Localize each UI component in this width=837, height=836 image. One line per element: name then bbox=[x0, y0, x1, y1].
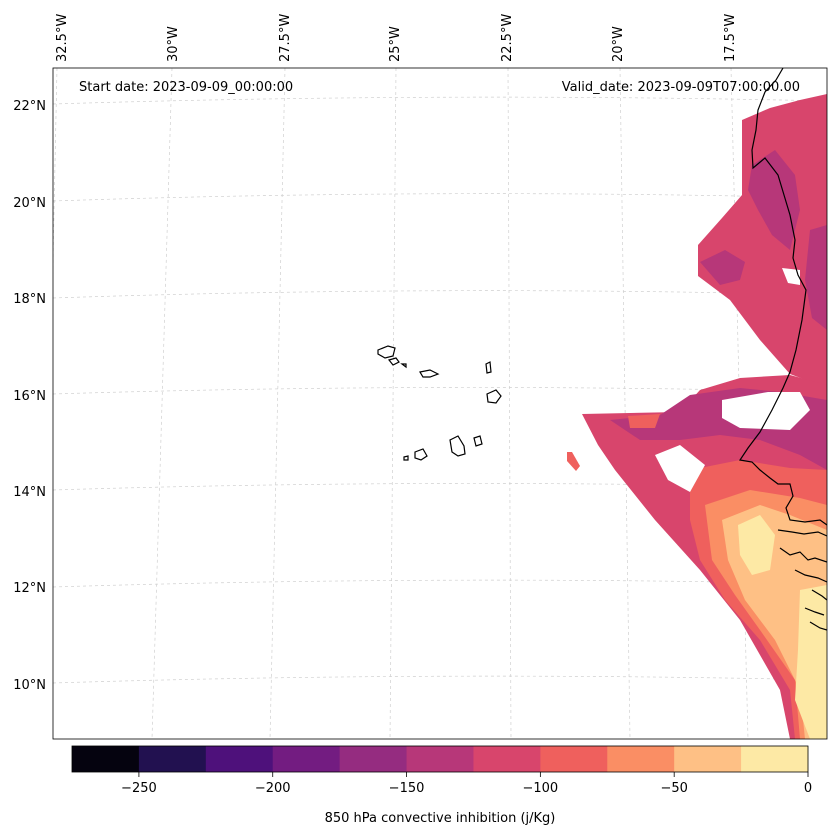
lon-label-25w: 25°W bbox=[388, 26, 403, 62]
meridian-30w bbox=[151, 68, 173, 739]
colorbar-tick-label: −200 bbox=[255, 781, 291, 796]
lat-label-16n: 16°N bbox=[13, 389, 46, 404]
colorbar-label: 850 hPa convective inhibition (j/Kg) bbox=[325, 811, 556, 826]
cape-verde-boa-vista bbox=[486, 389, 502, 404]
africa-coast bbox=[738, 68, 827, 526]
contour-north-band bbox=[698, 94, 827, 388]
lon-label-22.5w: 22.5°W bbox=[500, 14, 515, 62]
parallel-16n bbox=[53, 387, 827, 395]
cape-verde-sao-vicente bbox=[387, 357, 400, 366]
parallel-18n bbox=[53, 290, 827, 299]
contour-north-purple-1 bbox=[748, 150, 800, 250]
colorbar-segment bbox=[473, 746, 541, 772]
colorbar-ticks: −250 −200 −150 −100 −50 0 bbox=[121, 772, 812, 796]
valid-date-label: Valid_date: 2023-09-09T07:00:00.00 bbox=[562, 80, 800, 95]
map-frame bbox=[52, 67, 828, 740]
colorbar-tick-label: −250 bbox=[121, 781, 157, 796]
data-gap-north bbox=[782, 268, 800, 285]
colorbar-segment bbox=[607, 746, 675, 772]
colorbar-tick-label: −50 bbox=[660, 781, 687, 796]
colorbar-segment bbox=[205, 746, 274, 772]
contour-north-purple-2 bbox=[805, 225, 827, 330]
data-gap-mid bbox=[722, 392, 810, 430]
contour-small-patch bbox=[567, 452, 580, 471]
colorbar-segment bbox=[339, 746, 408, 772]
lat-label-12n: 12°N bbox=[13, 581, 46, 596]
gambia-coast bbox=[777, 529, 827, 537]
colorbar-segment bbox=[674, 746, 742, 772]
colorbar-segment bbox=[138, 746, 207, 772]
colorbar-segment bbox=[540, 746, 608, 772]
cape-verde-sal bbox=[485, 361, 492, 374]
guinea-bissau-coast bbox=[779, 547, 827, 563]
lon-label-20w: 20°W bbox=[611, 26, 626, 62]
cape-verde-santiago bbox=[449, 435, 466, 457]
lat-label-20n: 20°N bbox=[13, 196, 46, 211]
parallel-10n bbox=[53, 675, 827, 684]
colorbar-segment bbox=[741, 746, 809, 772]
contour-south-yellow-2 bbox=[795, 585, 827, 739]
contour-north-purple-3 bbox=[700, 250, 745, 285]
meridian-25w bbox=[389, 68, 397, 739]
guinea-coast bbox=[794, 569, 827, 631]
parallel-12n bbox=[53, 579, 827, 588]
colorbar-segment bbox=[72, 746, 140, 772]
graticule bbox=[53, 68, 827, 739]
colorbar-tick-label: 0 bbox=[804, 781, 812, 796]
meridian-27.5w bbox=[269, 68, 286, 739]
colorbar bbox=[71, 745, 809, 773]
parallel-22n bbox=[53, 96, 827, 105]
parallel-20n bbox=[53, 193, 827, 202]
data-gap-south bbox=[655, 445, 705, 492]
colorbar-tick-label: −100 bbox=[523, 781, 559, 796]
lon-label-27.5w: 27.5°W bbox=[278, 14, 293, 62]
cape-verde-maio bbox=[473, 435, 483, 447]
meridian-22.5w bbox=[507, 68, 512, 739]
lon-label-30w: 30°W bbox=[166, 26, 181, 62]
contour-south-yellow bbox=[738, 515, 775, 575]
cape-verde-santo-antao bbox=[377, 345, 396, 359]
colorbar-segment bbox=[406, 746, 474, 772]
cape-verde-santa-luzia bbox=[400, 363, 407, 369]
cin-filled-contours bbox=[567, 94, 827, 739]
cape-verde-sao-nicolau bbox=[419, 369, 440, 378]
lat-label-14n: 14°N bbox=[13, 485, 46, 500]
coastlines bbox=[377, 68, 827, 631]
colorbar-tick-label: −150 bbox=[389, 781, 425, 796]
longitude-labels: 32.5°W 30°W 27.5°W 25°W 22.5°W 20°W 17.5… bbox=[55, 14, 738, 62]
latitude-labels: 22°N 20°N 18°N 16°N 14°N 12°N 10°N bbox=[13, 99, 46, 693]
lon-label-17.5w: 17.5°W bbox=[723, 14, 738, 62]
colorbar-frame bbox=[71, 745, 809, 773]
start-date-label: Start date: 2023-09-09_00:00:00 bbox=[79, 80, 293, 95]
cape-verde-fogo bbox=[414, 448, 428, 461]
meridian-20w bbox=[619, 68, 631, 739]
colorbar-segment bbox=[272, 746, 341, 772]
cape-verde-brava bbox=[403, 455, 409, 461]
lat-label-10n: 10°N bbox=[13, 678, 46, 693]
contour-red-spot bbox=[628, 414, 660, 428]
parallel-14n bbox=[53, 483, 827, 491]
lat-label-18n: 18°N bbox=[13, 292, 46, 307]
lon-label-32.5w: 32.5°W bbox=[55, 14, 70, 62]
lat-label-22n: 22°N bbox=[13, 99, 46, 114]
